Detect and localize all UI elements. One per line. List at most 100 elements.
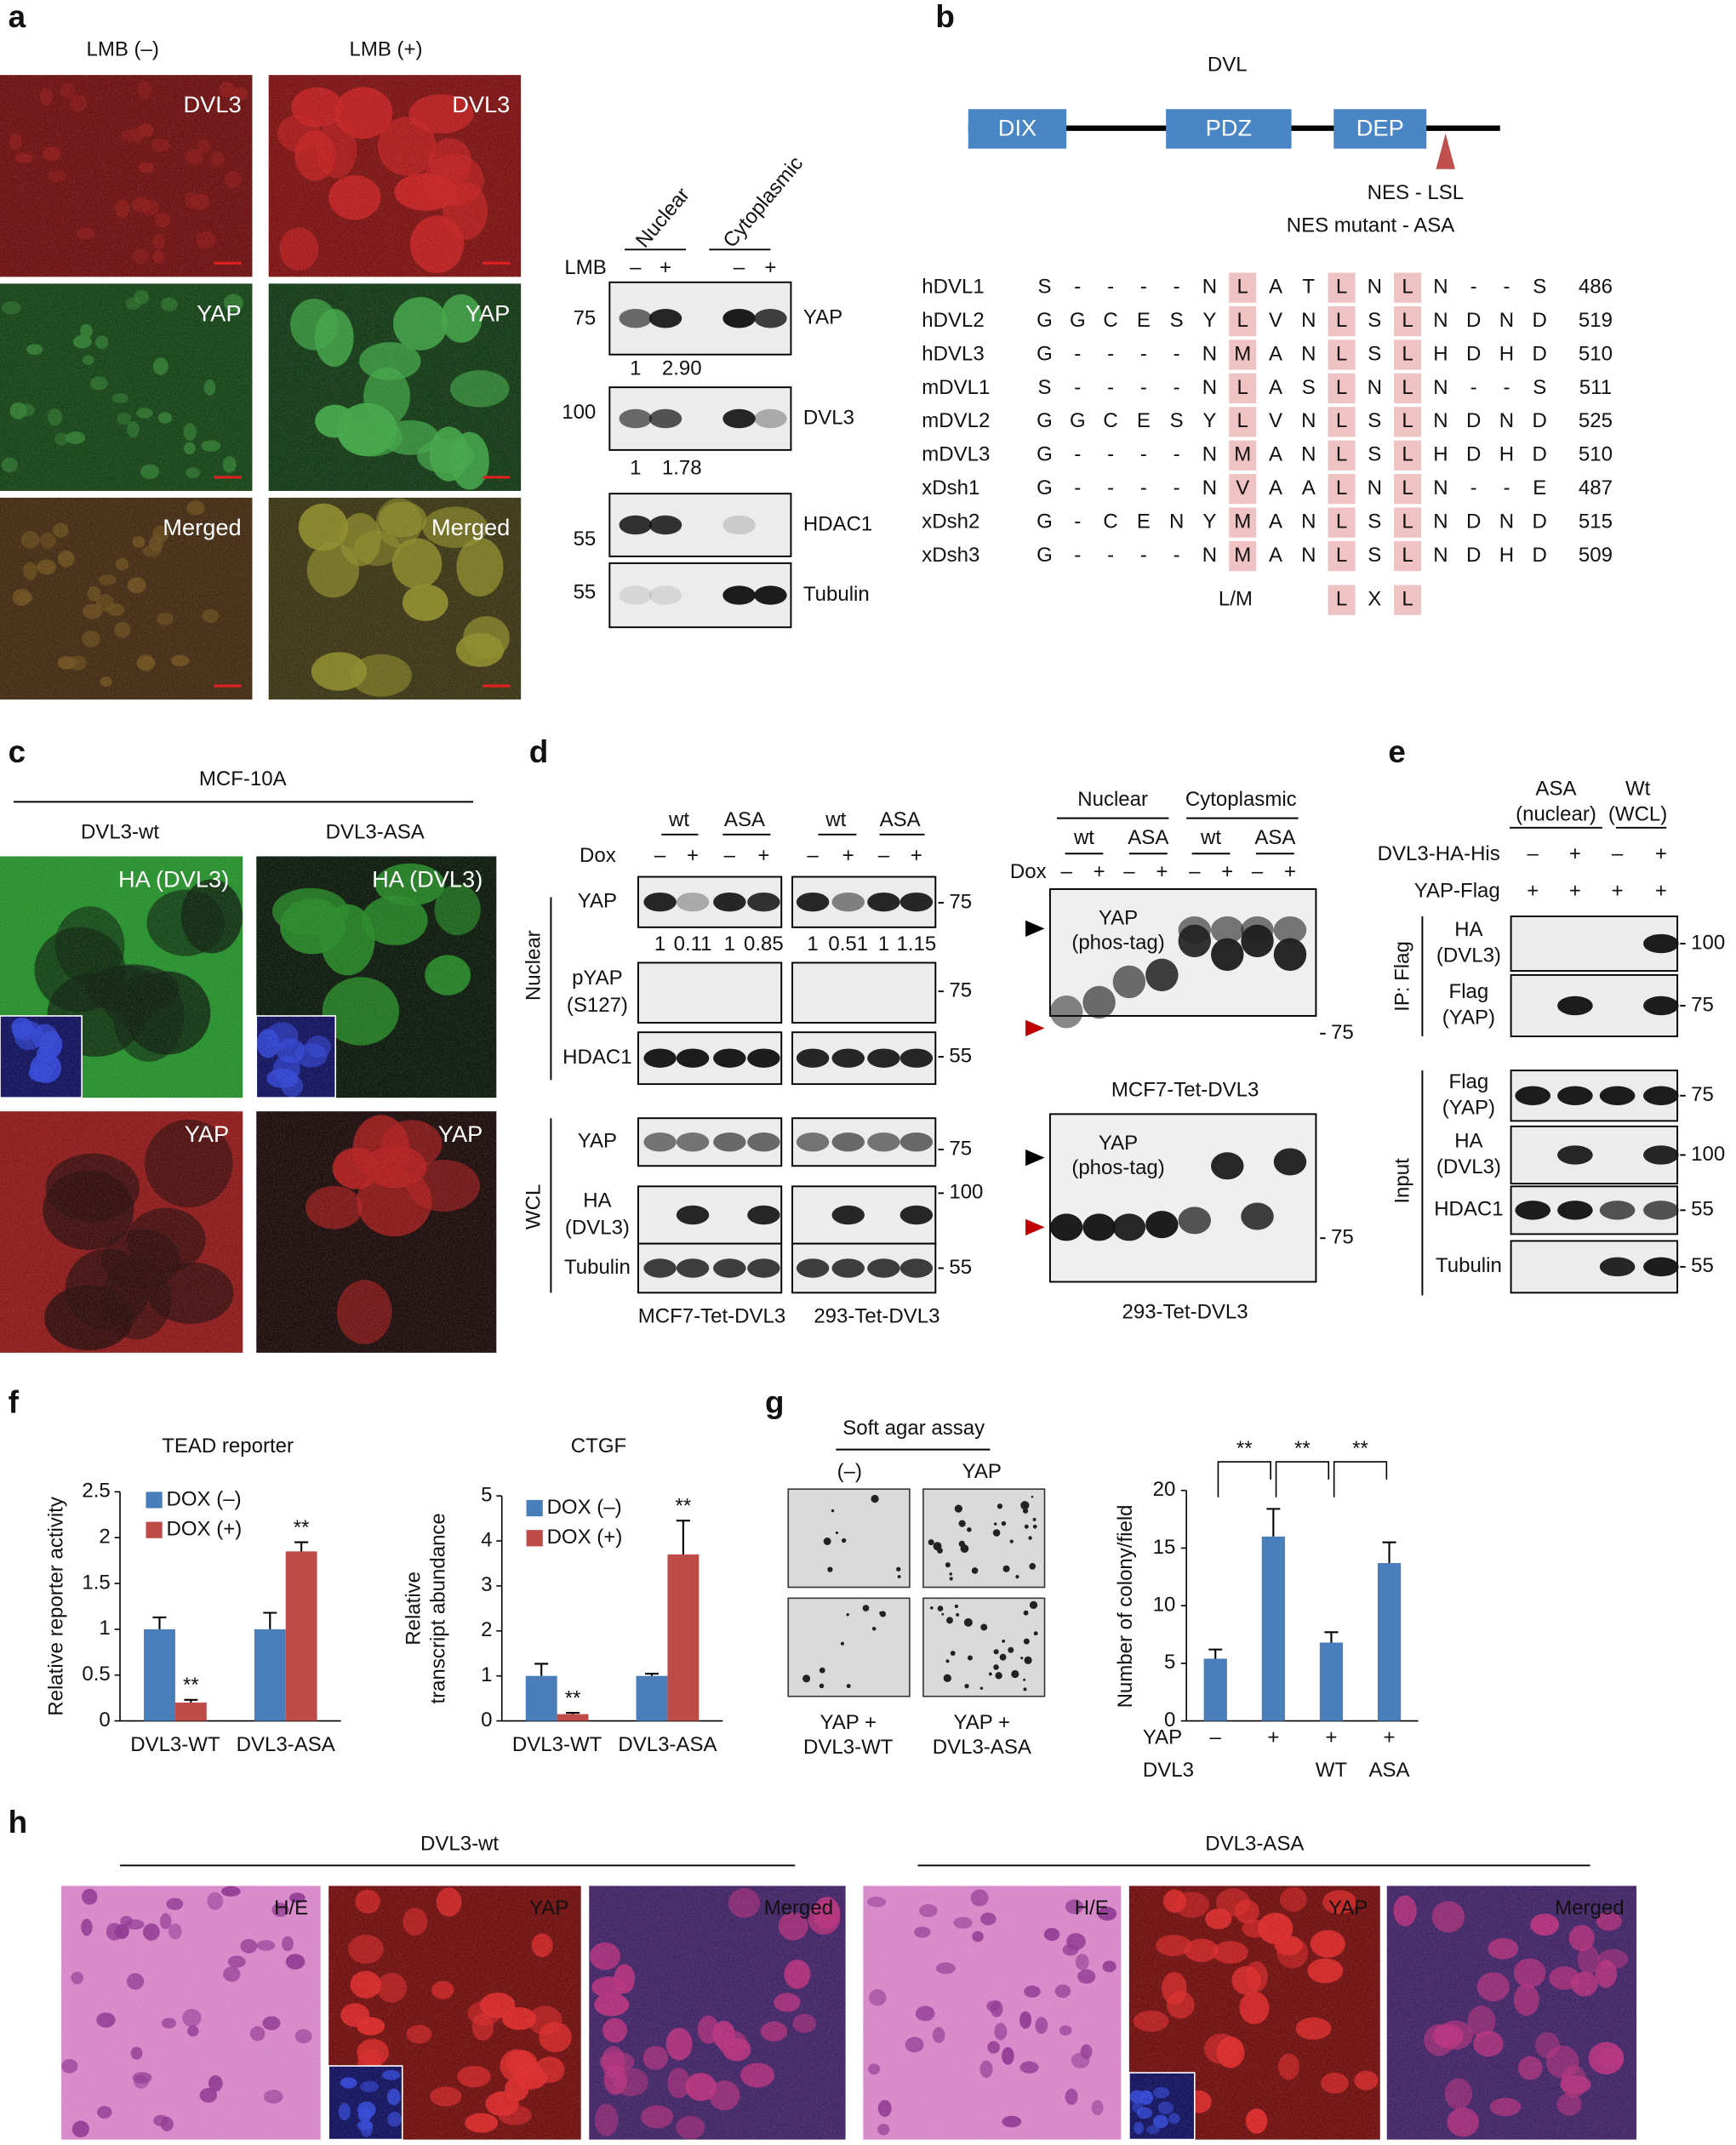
texture xyxy=(0,283,253,491)
residue: Y xyxy=(1202,309,1216,332)
mw-label: 75 xyxy=(949,978,972,1001)
band xyxy=(747,1132,780,1152)
quant: 1.15 xyxy=(897,933,937,956)
highlight xyxy=(1328,507,1356,538)
texture xyxy=(0,497,253,700)
label: + xyxy=(1527,879,1539,902)
colony xyxy=(841,1537,847,1543)
band xyxy=(619,309,653,328)
error-bar xyxy=(644,1672,660,1676)
band xyxy=(796,1258,830,1278)
label: (–) xyxy=(837,1460,862,1483)
band xyxy=(1557,995,1593,1016)
mw-label: 75 xyxy=(1691,993,1714,1016)
band xyxy=(713,892,746,912)
label: – xyxy=(1123,860,1135,883)
colony xyxy=(1024,1656,1032,1664)
residue: N xyxy=(1499,309,1514,332)
texture xyxy=(268,283,522,491)
residue: V xyxy=(1269,409,1282,432)
arrow xyxy=(1025,920,1045,938)
colony xyxy=(862,1605,870,1612)
mw-label: 100 xyxy=(1691,1143,1725,1166)
row-label: HA xyxy=(1454,918,1482,941)
quant: 1 xyxy=(878,933,889,956)
texture xyxy=(589,1885,846,2140)
residue: - xyxy=(1140,544,1147,567)
label: + xyxy=(1156,860,1168,883)
label: + xyxy=(764,256,776,279)
error-bar xyxy=(1208,1648,1223,1659)
residue: E xyxy=(1137,409,1151,432)
residue: G xyxy=(1036,510,1053,533)
image-label: Merged xyxy=(764,1897,833,1920)
condition-sign: + xyxy=(1267,1726,1279,1749)
label: + xyxy=(1612,879,1624,902)
significance: ** xyxy=(565,1686,581,1709)
band xyxy=(1211,1152,1244,1180)
residue: N xyxy=(1202,443,1217,466)
colony xyxy=(950,1651,956,1656)
residue: - xyxy=(1470,376,1477,399)
colony xyxy=(802,1674,811,1683)
residue: E xyxy=(1137,510,1151,533)
residue: M xyxy=(1234,443,1251,466)
residue: N xyxy=(1433,544,1448,567)
band xyxy=(747,1048,780,1068)
band xyxy=(754,309,787,328)
texture xyxy=(256,1015,336,1098)
label: – xyxy=(1612,842,1624,865)
y-tick-label: 1 xyxy=(99,1617,110,1640)
residue: D xyxy=(1466,309,1481,332)
image-label: H/E xyxy=(274,1897,308,1920)
bracket xyxy=(1333,1461,1388,1498)
band xyxy=(1599,1257,1636,1277)
colony xyxy=(871,1627,877,1631)
highlight xyxy=(1229,272,1257,303)
colony xyxy=(1029,1563,1036,1570)
y-tick-label: 3 xyxy=(481,1573,492,1596)
arrow xyxy=(1025,1218,1045,1236)
mw-label: 75 xyxy=(949,1137,972,1160)
residue: C xyxy=(1103,510,1117,533)
band xyxy=(648,515,682,535)
colony xyxy=(1031,1495,1034,1498)
bar xyxy=(285,1551,317,1721)
colony xyxy=(971,1567,979,1574)
colony xyxy=(933,1542,942,1551)
panel-label: e xyxy=(1388,734,1405,769)
label: Dox xyxy=(1010,860,1047,883)
residue: - xyxy=(1107,476,1114,499)
cell-line: MCF7-Tet-DVL3 xyxy=(638,1305,785,1328)
bar xyxy=(1377,1563,1402,1721)
label: NES mutant - ASA xyxy=(1287,214,1455,237)
colony xyxy=(1029,1600,1038,1610)
label: ASA xyxy=(1254,826,1295,849)
label: + xyxy=(1094,860,1105,883)
row-label: Tubulin xyxy=(564,1256,631,1279)
bar xyxy=(1203,1658,1227,1721)
section-label: Input xyxy=(1391,1158,1413,1204)
residue: D xyxy=(1466,342,1481,365)
row-label: DVL3 xyxy=(803,406,854,429)
residue: D xyxy=(1533,510,1547,533)
y-tick-label: 2 xyxy=(99,1526,110,1549)
panel-label: d xyxy=(529,734,549,769)
band xyxy=(831,1132,865,1152)
highlight xyxy=(1229,507,1257,538)
residue-number: 486 xyxy=(1579,276,1613,299)
colony xyxy=(945,1659,950,1663)
label: ASA xyxy=(724,808,765,831)
x-tick-label: DVL3-WT xyxy=(130,1733,220,1756)
residue: G xyxy=(1036,544,1053,567)
row-label: YAP xyxy=(578,890,617,913)
row-label: HA xyxy=(1454,1130,1482,1153)
x-tick-label: DVL3-ASA xyxy=(618,1733,717,1756)
y-tick-label: 5 xyxy=(481,1483,492,1506)
residue-number: 515 xyxy=(1579,510,1613,533)
colony xyxy=(897,1575,901,1578)
band xyxy=(899,892,934,912)
residue: E xyxy=(1137,309,1151,332)
colony xyxy=(1002,1639,1006,1643)
y-tick-label: 0.5 xyxy=(82,1663,110,1686)
